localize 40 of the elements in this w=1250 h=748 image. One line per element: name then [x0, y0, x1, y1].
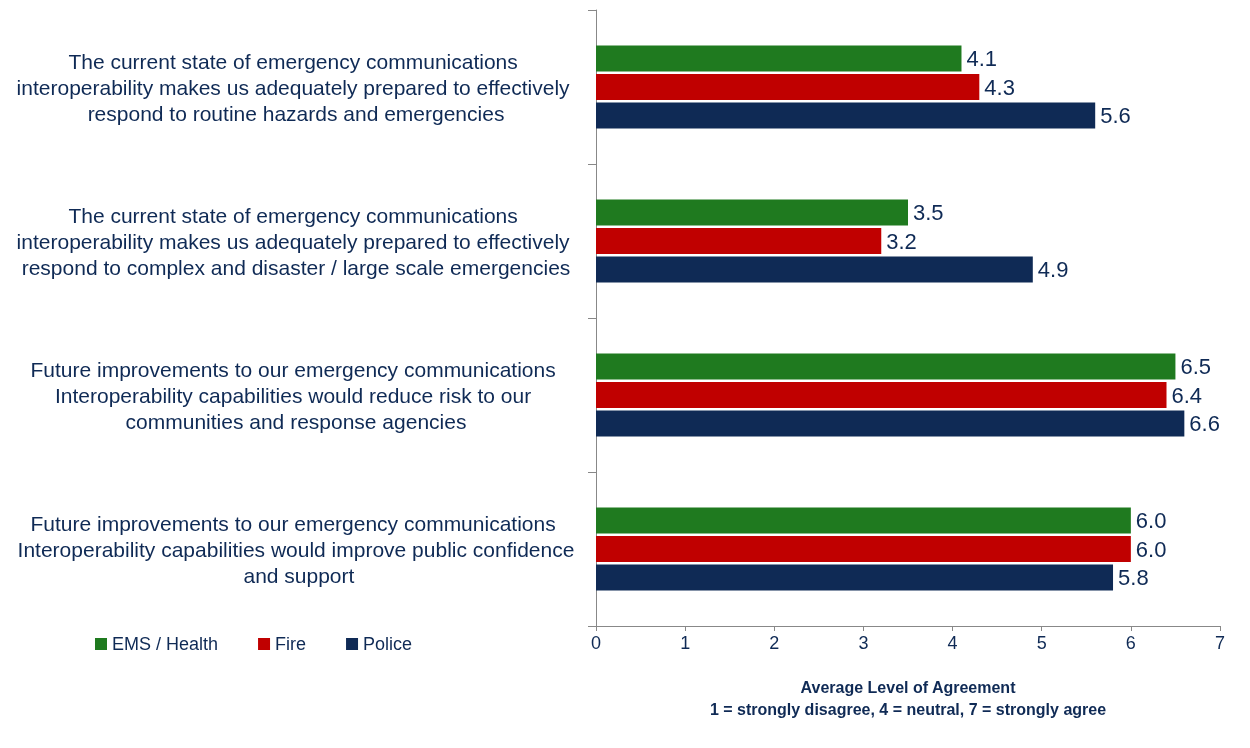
data-label: 6.6 [1189, 411, 1220, 437]
data-label: 6.5 [1180, 353, 1212, 379]
bar [596, 564, 1114, 591]
bar [596, 74, 980, 100]
bar [596, 228, 882, 254]
bar [596, 382, 1167, 408]
y-tick-label: Future improvements to our emergency communications Interoperability capabilities would reduce risk to our communities and response agencies [30, 357, 562, 433]
x-tick-label: 3 [858, 633, 869, 653]
x-tick-label: 0 [590, 633, 602, 653]
x-tick-label: 2 [769, 633, 780, 653]
bar [596, 45, 962, 72]
legend-label: EMS / Health [112, 634, 219, 654]
data-label: 6.0 [1135, 536, 1167, 562]
legend-label: Fire [275, 634, 307, 654]
x-tick-label: 7 [1214, 633, 1226, 653]
bar [596, 199, 908, 226]
data-label: 3.5 [913, 199, 944, 225]
data-label: 6.0 [1135, 507, 1167, 533]
data-label: 5.8 [1118, 565, 1149, 591]
x-tick-label: 4 [947, 633, 958, 653]
data-label: 4.3 [984, 74, 1015, 100]
y-tick-label: Future improvements to our emergency communications Interoperability capabilities would improve public confidence and support [17, 511, 575, 587]
data-label: 3.2 [886, 228, 917, 254]
data-label: 4.1 [966, 45, 998, 71]
x-axis-title: Average Level of Agreement 1 = strongly disagree, 4 = neutral, 7 = strongly agree [709, 678, 1107, 718]
y-tick-label: The current state of emergency communications interoperability makes us adequately prepared to effectively respond to routine hazards and emergencies [16, 49, 576, 125]
bar [596, 256, 1033, 283]
x-tick-label: 6 [1125, 633, 1136, 653]
bar [596, 353, 1176, 380]
bar [596, 536, 1131, 562]
data-label: 5.6 [1100, 103, 1131, 129]
x-tick-label: 1 [680, 633, 691, 653]
data-label: 6.4 [1171, 382, 1203, 408]
bar [596, 102, 1096, 129]
legend-label: Police [363, 634, 413, 654]
bar [596, 410, 1185, 437]
y-tick-label: The current state of emergency communications interoperability makes us adequately prepared to effectively respond to complex and disaster / large scale emergencies [16, 203, 576, 279]
data-label: 4.9 [1037, 257, 1069, 283]
bar [596, 507, 1131, 534]
x-tick-label: 5 [1036, 633, 1047, 653]
